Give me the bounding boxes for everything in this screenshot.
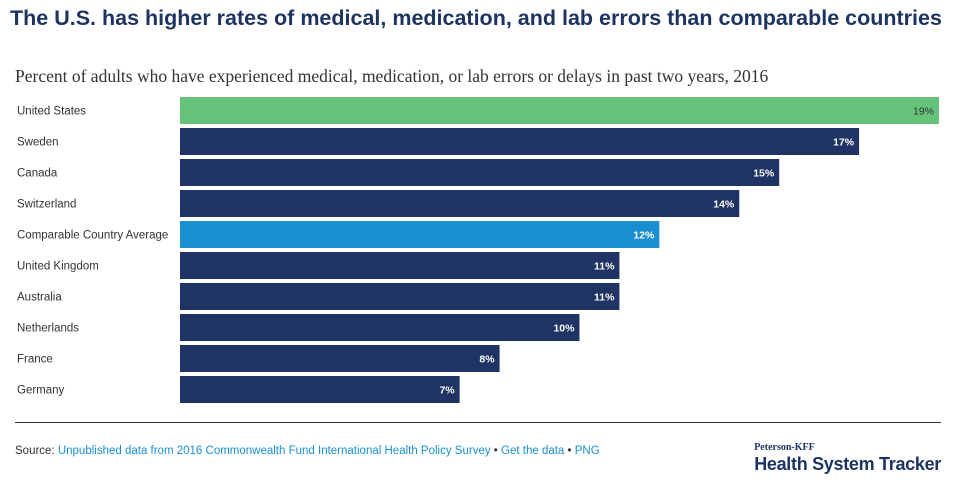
bar-chart: United States 19% Sweden 17% Canada 15% Switze… xyxy=(17,97,939,403)
separator: • xyxy=(490,445,502,457)
bar[interactable] xyxy=(180,159,780,186)
value-label: 7% xyxy=(439,385,455,397)
category-label: Switzerland xyxy=(17,199,76,211)
bar[interactable] xyxy=(180,345,500,372)
value-label: 11% xyxy=(594,261,615,273)
value-label: 14% xyxy=(713,199,735,211)
bar[interactable] xyxy=(180,314,580,341)
bar[interactable] xyxy=(180,221,660,248)
bar[interactable] xyxy=(180,283,620,310)
source-prefix: Source: xyxy=(15,445,58,457)
value-label: 17% xyxy=(833,137,855,149)
value-label: 12% xyxy=(633,230,655,242)
chart-subtitle: Percent of adults who have experienced m… xyxy=(15,66,769,86)
brand-health-system-tracker: Health System Tracker xyxy=(754,454,941,474)
category-label: Germany xyxy=(17,385,65,397)
value-label: 15% xyxy=(753,168,775,180)
separator: • xyxy=(564,445,575,457)
value-label: 11% xyxy=(594,292,615,304)
source-link[interactable]: Unpublished data from 2016 Commonwealth … xyxy=(57,445,491,457)
category-label: Netherlands xyxy=(17,323,79,335)
category-label: United States xyxy=(17,106,86,118)
chart-title: The U.S. has higher rates of medical, me… xyxy=(10,6,942,30)
bar[interactable] xyxy=(180,376,460,403)
category-label: Canada xyxy=(17,168,58,180)
category-label: Comparable Country Average xyxy=(17,230,168,242)
category-label: United Kingdom xyxy=(17,261,99,273)
source-footer: Source: Unpublished data from 2016 Commo… xyxy=(15,445,600,457)
value-label: 10% xyxy=(553,323,575,335)
footer-divider xyxy=(15,422,941,423)
category-label: Sweden xyxy=(17,137,59,149)
brand-logo[interactable]: Peterson-KFF Health System Tracker xyxy=(754,442,941,475)
category-label: Australia xyxy=(17,292,62,304)
brand-peterson-kff: Peterson-KFF xyxy=(754,442,815,453)
png-link[interactable]: PNG xyxy=(574,445,600,457)
category-label: France xyxy=(17,354,53,366)
bar[interactable] xyxy=(180,97,939,124)
bar[interactable] xyxy=(180,252,620,279)
get-data-link[interactable]: Get the data xyxy=(501,445,565,457)
bar[interactable] xyxy=(180,128,860,155)
value-label: 8% xyxy=(479,354,495,366)
bar[interactable] xyxy=(180,190,740,217)
value-label: 19% xyxy=(913,106,934,118)
